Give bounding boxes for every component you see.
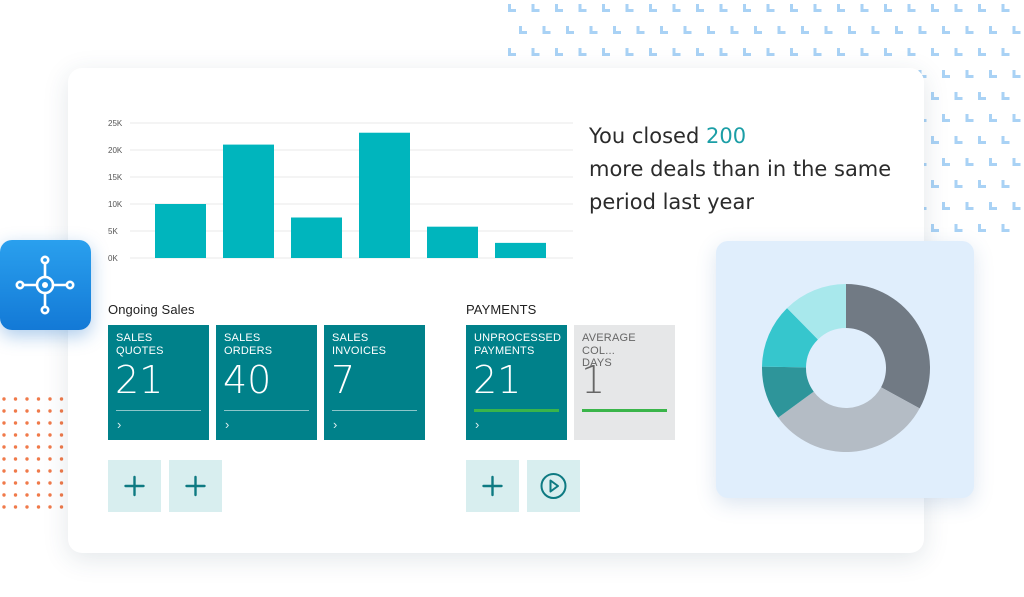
tile-average-collection-days[interactable]: AVERAGE COL... DAYS 1 (574, 325, 675, 440)
deals-headline: You closed 200 more deals than in the sa… (589, 120, 919, 219)
app-tile[interactable] (0, 240, 91, 330)
bar[interactable] (495, 242, 546, 258)
tile-progress-bar (582, 409, 667, 412)
tile-sales-quotes[interactable]: SALES QUOTES 21 › (108, 325, 209, 440)
headline-number: 200 (705, 124, 747, 148)
y-tick-label: 0K (108, 254, 118, 263)
donut-slice[interactable] (778, 387, 920, 452)
tile-value: 7 (331, 358, 356, 402)
donut-slice[interactable] (787, 284, 846, 340)
bar[interactable] (155, 204, 206, 258)
payments-title: PAYMENTS (466, 302, 537, 317)
sales-bar-chart: 0K 5K 10K 15K 20K 25K (108, 119, 573, 263)
plus-icon (482, 475, 503, 497)
add-payment-button[interactable] (466, 460, 519, 512)
plus-icon (124, 475, 145, 497)
decorative-orange-dots (2, 397, 64, 509)
y-tick-label: 10K (108, 200, 123, 209)
tile-unprocessed-payments[interactable]: UNPROCESSED PAYMENTS 21 › (466, 325, 567, 440)
tile-label: AVERAGE COL... DAYS (582, 332, 636, 369)
tile-progress-bar (474, 409, 559, 412)
donut-slice[interactable] (762, 366, 814, 418)
tile-value: 21 (115, 358, 164, 402)
play-button[interactable] (527, 460, 580, 512)
tile-divider (224, 410, 309, 411)
tile-value: 40 (223, 358, 272, 402)
add-sales-button[interactable] (108, 460, 161, 512)
y-tick-label: 5K (108, 227, 118, 236)
y-tick-label: 25K (108, 119, 123, 128)
tile-label: SALES ORDERS (224, 332, 273, 357)
tile-value: 1 (581, 358, 606, 402)
chevron-right-icon[interactable]: › (475, 417, 480, 432)
bar[interactable] (291, 217, 342, 259)
bar[interactable] (359, 132, 410, 258)
chevron-right-icon[interactable]: › (225, 417, 230, 432)
y-tick-label: 15K (108, 173, 123, 182)
tile-label: UNPROCESSED PAYMENTS (474, 332, 561, 357)
chevron-right-icon[interactable]: › (117, 417, 122, 432)
tile-sales-orders[interactable]: SALES ORDERS 40 › (216, 325, 317, 440)
donut-chart (762, 284, 930, 452)
bar[interactable] (427, 226, 478, 258)
y-tick-label: 20K (108, 146, 123, 155)
donut-slice[interactable] (846, 284, 930, 409)
play-circle-icon (540, 473, 567, 499)
connector-hub-icon (15, 255, 75, 315)
ongoing-sales-title: Ongoing Sales (108, 302, 195, 317)
plus-icon (185, 475, 206, 497)
tile-label: SALES QUOTES (116, 332, 164, 357)
tile-value: 21 (473, 358, 522, 402)
tile-divider (116, 410, 201, 411)
donut-chart-card (716, 241, 974, 498)
add-sales-button-2[interactable] (169, 460, 222, 512)
bar[interactable] (223, 144, 274, 258)
headline-line-3: period last year (589, 190, 754, 214)
tile-divider (332, 410, 417, 411)
tile-label: SALES INVOICES (332, 332, 387, 357)
tile-sales-invoices[interactable]: SALES INVOICES 7 › (324, 325, 425, 440)
headline-line-2: more deals than in the same (589, 157, 892, 181)
headline-prefix: You closed (589, 124, 706, 148)
donut-slice[interactable] (762, 308, 818, 368)
chevron-right-icon[interactable]: › (333, 417, 338, 432)
